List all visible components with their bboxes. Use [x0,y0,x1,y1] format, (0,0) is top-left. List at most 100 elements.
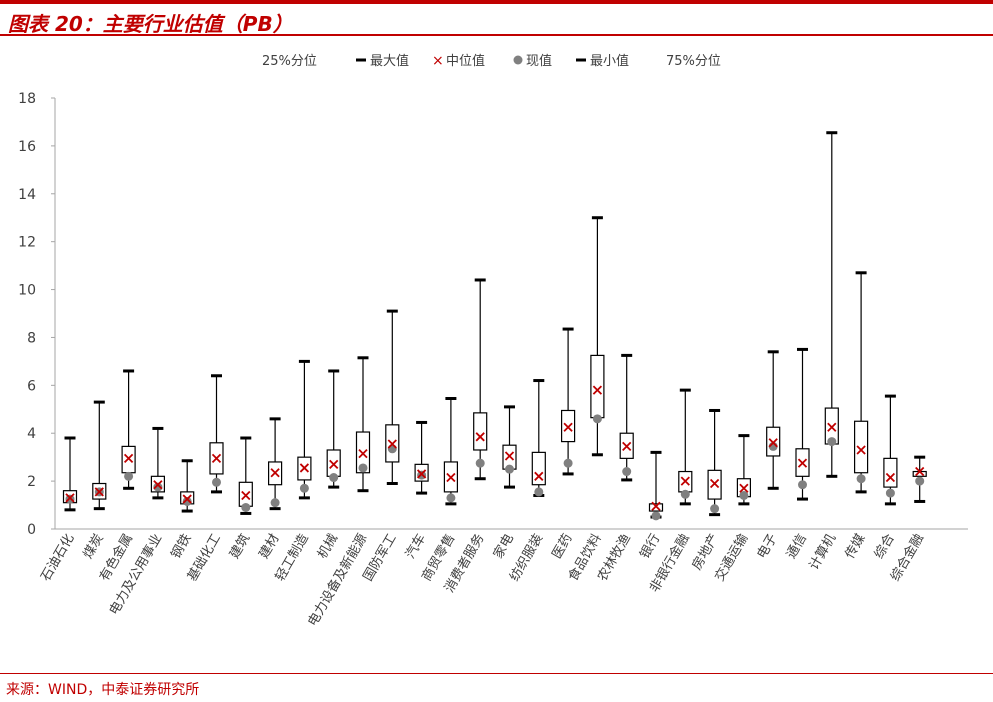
median-marker [563,422,573,432]
median-marker [915,466,925,477]
boxes [62,131,927,521]
box-26 [824,131,839,478]
median-marker [358,448,368,459]
x-tick-label: 建材 [257,532,283,562]
median-marker [885,472,896,483]
y-tick-label: 4 [27,426,36,442]
page-title: 图表 20：主要行业估值（PB） [8,12,293,36]
x-tick-label: 计算机 [807,532,839,573]
x-tick-label: 家电 [490,531,517,562]
median-marker [504,451,515,461]
legend-q3-label: 75%分位 [666,54,721,69]
median-marker [329,459,339,469]
iqr-box [531,451,546,486]
median-marker [592,385,603,395]
source-note: 来源：WIND，中泰证券研究所 [6,682,200,698]
box-8 [297,359,312,500]
box-27 [853,271,869,494]
current-value-point [534,487,544,497]
y-tick-label: 10 [18,283,36,299]
x-tick-label: 机械 [315,532,341,562]
x-tick-label: 电力设备及新能源 [305,531,371,629]
current-value-point [241,502,251,512]
x-tick-label: 建筑 [226,531,253,562]
current-value-point [299,483,309,493]
x-tick-label: 综合 [872,532,898,562]
current-value-point [592,414,602,424]
box-25 [795,347,810,501]
box-4 [180,459,195,513]
median-marker [651,501,661,511]
x-tick-label: 传媒 [843,532,869,562]
median-marker [270,468,280,478]
current-value-point [475,458,485,468]
box-12 [414,420,429,495]
box-10 [355,356,371,493]
current-value-point [505,464,514,474]
legend-current-marker [513,55,523,65]
box-14 [473,278,488,481]
legend: 25%分位 最大值 × 中位值 现值 最小值 75%分位 [262,53,721,69]
iqr-box [853,420,869,474]
title-bar: 图表 20：主要行业估值（PB） [0,0,993,36]
box-1 [92,400,107,511]
current-value-point [651,511,661,521]
median-marker [797,458,808,468]
current-value-point [915,476,925,486]
median-marker [94,487,104,497]
legend-q1-label: 25%分位 [262,54,317,69]
current-value-point [798,480,807,490]
median-marker [475,432,485,442]
median-marker [387,439,397,449]
box-2 [121,369,136,490]
y-tick-label: 6 [27,378,36,394]
box-9 [326,369,341,489]
legend-current-label: 现值 [526,53,552,69]
y-axis-ticks: 0 2 4 6 8 10 12 14 16 18 [18,91,55,538]
median-marker [622,441,632,452]
current-value-point [710,504,720,514]
y-tick-label: 0 [27,522,36,538]
current-value-point [827,437,837,447]
median-marker [709,478,720,489]
median-marker [856,445,866,455]
current-value-point [212,477,221,487]
median-marker [211,453,222,464]
current-value-point [739,490,749,500]
iqr-box [473,412,488,451]
x-tick-label: 通信 [784,532,810,562]
box-plot-chart: 25%分位 最大值 × 中位值 现值 最小值 75%分位 0 2 4 6 8 10 12 14… [18,53,968,629]
axes [54,98,968,530]
box-11 [385,309,400,486]
box-20 [648,450,664,521]
current-value-point [885,488,895,498]
legend-min-label: 最小值 [590,53,629,69]
x-tick-label: 电子 [755,532,781,562]
box-6 [238,436,253,515]
box-13 [443,397,458,506]
median-marker [153,480,163,490]
median-marker [65,493,75,503]
legend-median-label: 中位值 [446,53,485,69]
current-value-point [182,496,192,506]
box-15 [502,405,517,489]
median-marker [680,476,690,486]
current-value-point [680,489,690,499]
current-value-point [124,471,134,481]
box-22 [707,408,722,517]
box-21 [678,388,693,506]
median-marker [534,471,544,481]
x-tick-label: 石油石化 [38,532,77,585]
box-18 [590,216,605,457]
median-marker [123,453,134,464]
y-tick-label: 14 [18,187,36,203]
median-marker [182,494,192,504]
current-value-point [387,444,397,454]
y-tick-label: 18 [18,91,36,107]
box-23 [736,434,752,506]
y-tick-label: 12 [18,235,36,251]
box-28 [883,394,898,506]
box-29 [912,455,927,503]
median-marker [446,472,456,483]
